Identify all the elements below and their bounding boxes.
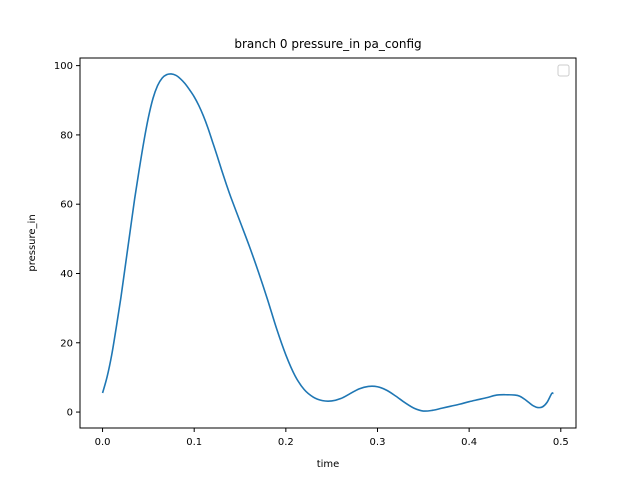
x-axis-label: time [317,459,340,470]
y-tick-label: 20 [60,338,73,349]
x-tick-label: 0.1 [186,437,202,448]
y-tick-label: 60 [60,200,73,211]
y-tick-label: 100 [54,61,73,72]
x-tick-label: 0.3 [370,437,386,448]
y-tick-label: 0 [67,408,73,419]
y-tick-label: 80 [60,130,73,141]
x-tick-label: 0.4 [461,437,477,448]
series-line-pressure-in [101,73,554,412]
x-axis: 0.0 0.1 0.2 0.3 0.4 0.5 [95,428,569,448]
x-tick-label: 0.0 [95,437,111,448]
x-tick-label: 0.5 [553,437,569,448]
chart-title: branch 0 pressure_in pa_config [234,37,421,51]
plot-area [79,57,577,429]
y-axis: 0 20 40 60 80 100 [54,61,80,419]
y-tick-label: 40 [60,269,73,280]
legend [557,64,570,77]
x-tick-label: 0.2 [278,437,294,448]
y-axis-label: pressure_in [27,214,38,271]
